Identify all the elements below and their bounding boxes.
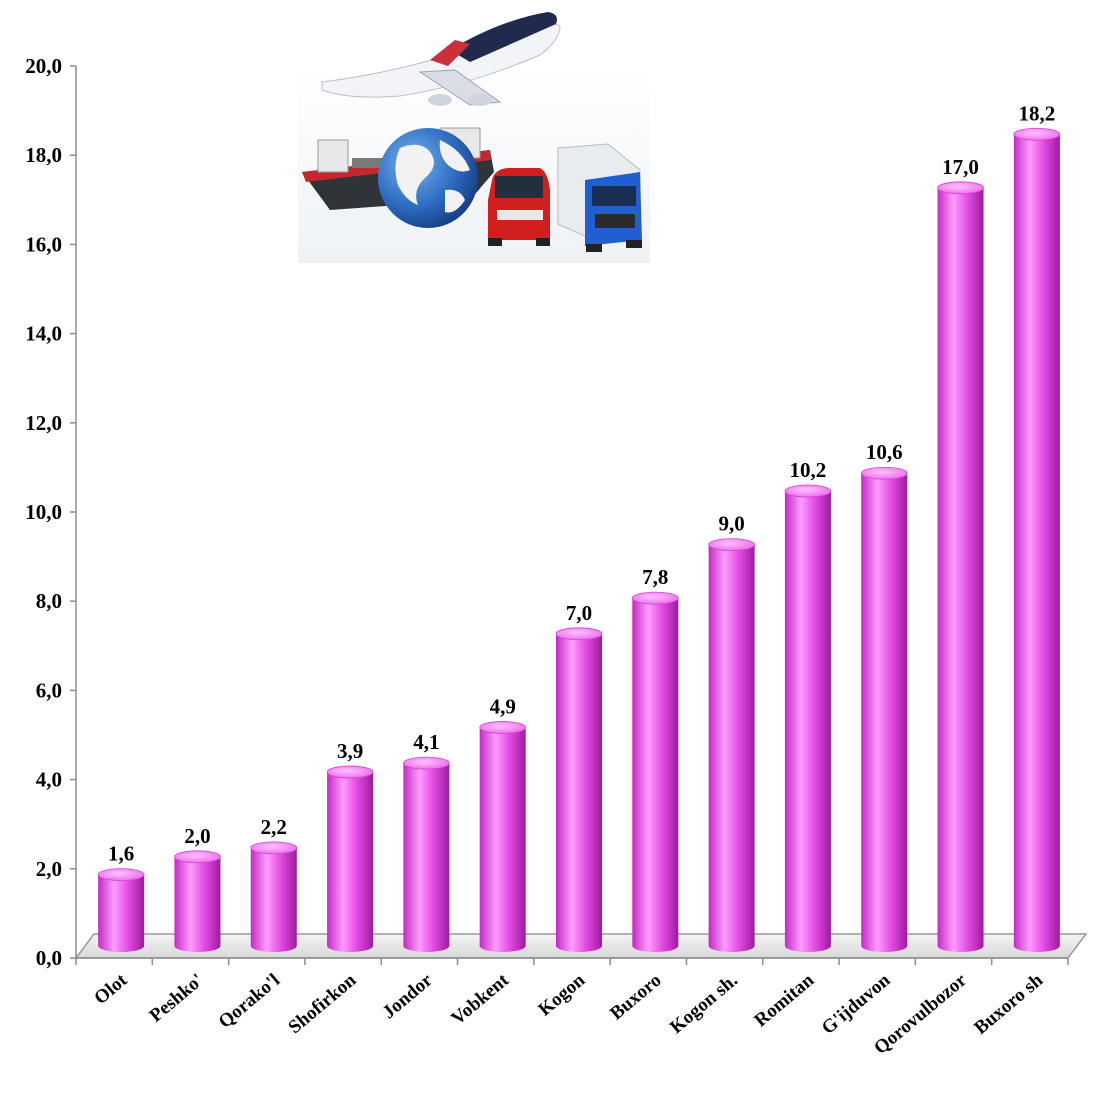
bar-value-label: 4,1 xyxy=(413,730,439,754)
truck-icon xyxy=(557,143,642,252)
y-tick-label: 16,0 xyxy=(25,232,62,256)
y-axis-ticks: 0,0 2,0 4,0 6,0 8,0 10,0 12,0 14,0 16,0 18,0 20,0 xyxy=(25,54,76,970)
globe-icon xyxy=(378,128,478,228)
bar-body xyxy=(174,856,221,952)
category-label: Romitan xyxy=(750,969,818,1031)
bar xyxy=(326,765,374,952)
bar-value-label: 2,0 xyxy=(184,824,210,848)
bar-body xyxy=(403,763,450,952)
bar-value-label: 1,6 xyxy=(108,842,134,866)
bar xyxy=(937,181,984,953)
category-label: Olot xyxy=(90,969,132,1009)
y-tick-label: 20,0 xyxy=(25,54,62,78)
category-label: Vobkent xyxy=(447,969,513,1029)
y-tick-label: 14,0 xyxy=(25,322,62,346)
bar-series xyxy=(97,127,1061,953)
bar-value-label: 10,6 xyxy=(866,440,903,464)
y-tick-label: 6,0 xyxy=(36,678,62,702)
bar-value-label: 7,0 xyxy=(566,601,592,625)
category-label: Kogon sh. xyxy=(666,970,742,1038)
bar-body xyxy=(250,847,297,952)
bar-body xyxy=(1013,134,1060,952)
bar xyxy=(174,850,221,952)
bar-body xyxy=(479,727,526,952)
y-tick-label: 2,0 xyxy=(36,857,62,881)
bar-cap xyxy=(631,591,679,605)
bar-cap xyxy=(174,850,221,864)
y-tick-label: 0,0 xyxy=(36,946,62,970)
category-label: Buxoro sh xyxy=(970,969,1047,1038)
x-axis-ticks xyxy=(75,958,1069,965)
bar-cap xyxy=(250,841,298,855)
bar xyxy=(784,484,832,952)
bar-cap xyxy=(937,181,984,195)
bar xyxy=(402,756,450,952)
bar-cap xyxy=(402,756,450,770)
bar-body xyxy=(861,473,908,952)
bar xyxy=(708,538,756,952)
bar-cap xyxy=(860,466,908,480)
category-label: Buxoro xyxy=(606,970,665,1025)
data-labels: 1,6 2,0 2,2 3,9 4,1 4,9 7,0 7,8 9,0 10,2 10,6 17,0 1… xyxy=(108,101,1055,865)
y-tick-label: 4,0 xyxy=(36,768,62,792)
category-label: Qorako'l xyxy=(215,970,284,1033)
bar-body xyxy=(98,874,145,952)
bar-cap xyxy=(1013,127,1061,141)
bar-value-label: 18,2 xyxy=(1018,101,1055,125)
y-tick-label: 12,0 xyxy=(25,411,62,435)
bar-cap xyxy=(708,538,756,551)
bar xyxy=(250,841,298,952)
y-tick-label: 10,0 xyxy=(25,500,62,524)
bar-value-label: 2,2 xyxy=(261,815,287,839)
bar-body xyxy=(708,544,755,952)
bar-cap xyxy=(555,627,603,641)
bar-body xyxy=(556,633,602,952)
bar-cap xyxy=(479,721,527,734)
bar-body xyxy=(327,772,374,952)
bar xyxy=(555,627,603,952)
y-tick-label: 8,0 xyxy=(36,589,62,613)
airplane-icon xyxy=(321,12,561,106)
bar-value-label: 9,0 xyxy=(718,512,744,536)
category-label: Shofirkon xyxy=(285,969,361,1038)
bar-value-label: 3,9 xyxy=(337,739,363,763)
category-label: Kogon xyxy=(534,969,589,1020)
bar-cap xyxy=(97,868,145,882)
transport-logistics-icon xyxy=(298,12,650,263)
bar-body xyxy=(937,187,984,953)
bar-cap xyxy=(784,484,832,498)
bar xyxy=(860,466,908,952)
van-icon xyxy=(488,168,550,246)
bar xyxy=(1013,127,1061,952)
category-labels: Olot Peshko' Qorako'l Shofirkon Jondor Vobken… xyxy=(90,969,1047,1059)
bar-value-label: 4,9 xyxy=(490,694,516,718)
bar-cap xyxy=(326,765,374,779)
category-label: Jondor xyxy=(379,969,437,1023)
bar xyxy=(97,868,145,952)
bar-body xyxy=(784,491,831,952)
bar xyxy=(631,591,679,952)
y-tick-label: 18,0 xyxy=(25,143,62,167)
bar-value-label: 7,8 xyxy=(642,565,668,589)
bar-value-label: 10,2 xyxy=(790,458,827,482)
category-label: G'ijduvon xyxy=(818,969,895,1038)
bar-body xyxy=(632,598,679,952)
category-label: Peshko' xyxy=(146,970,208,1027)
bar xyxy=(479,721,527,952)
bar-value-label: 17,0 xyxy=(942,155,979,179)
